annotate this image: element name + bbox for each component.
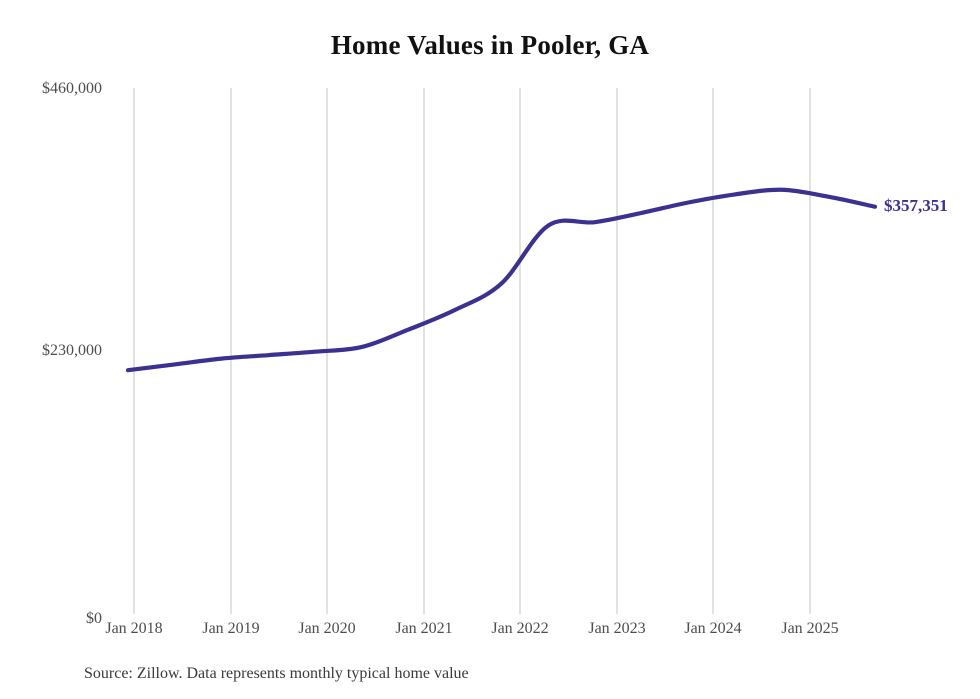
y-tick-label-460000: $460,000 bbox=[42, 80, 102, 97]
x-tick-label-jan-2019: Jan 2019 bbox=[202, 620, 260, 637]
gridlines bbox=[133, 88, 811, 614]
x-tick-label-jan-2024: Jan 2024 bbox=[684, 620, 742, 637]
series-line-typical-home-value bbox=[125, 187, 878, 373]
y-axis: $460,000 $230,000 $0 bbox=[0, 0, 102, 699]
x-tick-label-jan-2021: Jan 2021 bbox=[395, 620, 453, 637]
y-tick-label-230000: $230,000 bbox=[42, 342, 102, 359]
x-tick-label-jan-2022: Jan 2022 bbox=[491, 620, 549, 637]
x-tick-label-jan-2023: Jan 2023 bbox=[588, 620, 646, 637]
y-tick-label-0: $0 bbox=[86, 610, 102, 627]
chart-title: Home Values in Pooler, GA bbox=[330, 30, 650, 60]
end-value-label: $357,351 bbox=[884, 195, 948, 215]
x-tick-label-jan-2025: Jan 2025 bbox=[781, 620, 839, 637]
x-tick-label-jan-2020: Jan 2020 bbox=[298, 620, 356, 637]
source-note: Source: Zillow. Data represents monthly … bbox=[84, 665, 469, 682]
x-tick-label-jan-2018: Jan 2018 bbox=[105, 620, 163, 637]
